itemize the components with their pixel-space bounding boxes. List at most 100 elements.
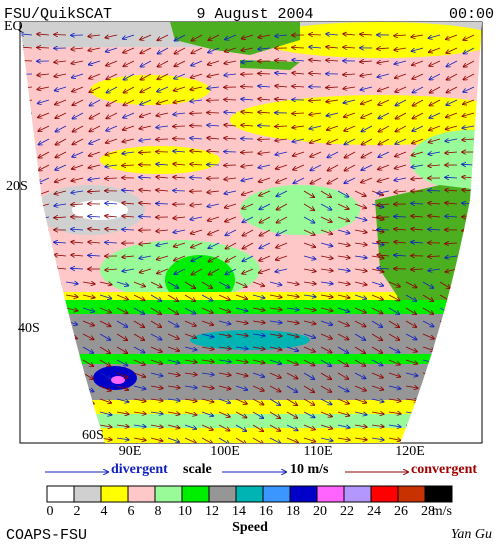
wind-vector	[361, 151, 373, 158]
wind-vector	[411, 242, 424, 243]
wind-vector	[395, 138, 407, 144]
wind-vector	[72, 86, 84, 92]
wind-vector	[286, 424, 298, 430]
wind-vector	[377, 73, 390, 77]
wind-vector	[252, 347, 265, 349]
wind-vector	[354, 230, 367, 232]
wind-vector	[173, 190, 186, 191]
wind-vector	[167, 424, 180, 428]
wind-vector	[225, 255, 237, 262]
wind-vector	[310, 138, 322, 143]
wind-vector	[140, 34, 152, 40]
wind-vector	[225, 47, 237, 52]
wind-vector	[354, 203, 366, 208]
wind-vector	[252, 424, 263, 431]
wind-vector	[71, 255, 84, 256]
wind-vector	[218, 294, 230, 300]
wind-vector	[235, 334, 248, 336]
lat-label: 40S	[18, 321, 40, 336]
wind-vector	[378, 177, 390, 182]
wind-vector	[139, 203, 152, 204]
wind-vector	[38, 99, 50, 104]
wind-vector	[156, 177, 169, 178]
wind-vector	[116, 359, 128, 366]
wind-vector	[235, 294, 247, 299]
wind-vector	[405, 333, 417, 340]
wind-vector	[105, 35, 118, 38]
wind-vector	[99, 372, 111, 379]
wind-vector	[286, 385, 297, 392]
wind-vector	[150, 372, 163, 376]
wind-vector	[72, 151, 84, 157]
wind-vector	[269, 424, 280, 431]
wind-vector	[377, 242, 390, 243]
wind-vector	[224, 138, 237, 139]
wind-vector	[139, 243, 152, 244]
wind-vector	[303, 411, 315, 417]
wind-vector	[38, 125, 50, 131]
wind-vector	[371, 412, 384, 414]
wind-vector	[446, 86, 458, 93]
wind-vector	[167, 399, 180, 401]
wind-vector	[320, 282, 333, 284]
wind-vector	[55, 125, 67, 132]
footer-right: Yan Gu	[451, 527, 492, 542]
wind-vector	[167, 412, 180, 414]
wind-vector	[190, 217, 203, 220]
wind-vector	[303, 255, 316, 259]
wind-vector	[405, 281, 417, 288]
wind-vector	[388, 399, 401, 401]
wind-vector	[184, 294, 195, 301]
wind-vector	[354, 320, 366, 327]
wind-vector	[235, 411, 247, 418]
wind-vector	[320, 359, 331, 366]
wind-vector	[388, 425, 401, 427]
wind-vector	[354, 256, 367, 258]
wind-vector	[173, 177, 186, 178]
wind-vector	[133, 281, 145, 287]
wind-vector	[337, 411, 349, 416]
wind-vector	[167, 333, 179, 339]
wind-vector	[156, 164, 169, 165]
wind-vector	[72, 112, 84, 119]
wind-vector	[354, 333, 365, 340]
wind-vector	[371, 281, 383, 286]
wind-vector	[462, 126, 475, 128]
wind-vector	[337, 307, 349, 312]
wind-vector	[140, 60, 152, 67]
map-field	[20, 22, 482, 443]
wind-vector	[224, 112, 237, 113]
wind-vector	[139, 256, 152, 258]
wind-vector	[361, 138, 373, 145]
wind-vector	[462, 139, 475, 140]
wind-vector	[252, 294, 265, 298]
wind-vector	[208, 216, 220, 221]
wind-vector	[191, 229, 203, 234]
wind-vector	[207, 151, 220, 152]
wind-vector	[99, 294, 111, 299]
wind-vector	[354, 216, 367, 220]
wind-vector	[156, 230, 169, 231]
wind-vector	[446, 112, 458, 117]
wind-vector	[116, 412, 129, 414]
wind-vector	[309, 73, 322, 74]
wind-vector	[258, 73, 271, 74]
wind-vector	[354, 438, 367, 440]
wind-vector	[320, 385, 331, 392]
wind-vector	[207, 204, 220, 207]
wind-vector	[184, 411, 197, 415]
wind-vector	[72, 73, 84, 78]
wind-vector	[337, 320, 349, 326]
wind-vector	[116, 398, 129, 402]
wind-vector	[207, 87, 220, 88]
wind-vector	[208, 268, 220, 275]
wind-vector	[71, 48, 84, 49]
wind-vector	[224, 125, 237, 126]
wind-vector	[235, 281, 247, 287]
wind-vector	[276, 255, 288, 260]
wind-vector	[429, 60, 441, 66]
wind-vector	[122, 165, 135, 166]
wind-vector	[354, 282, 367, 285]
wind-vector	[395, 99, 407, 106]
wind-vector	[150, 307, 161, 314]
